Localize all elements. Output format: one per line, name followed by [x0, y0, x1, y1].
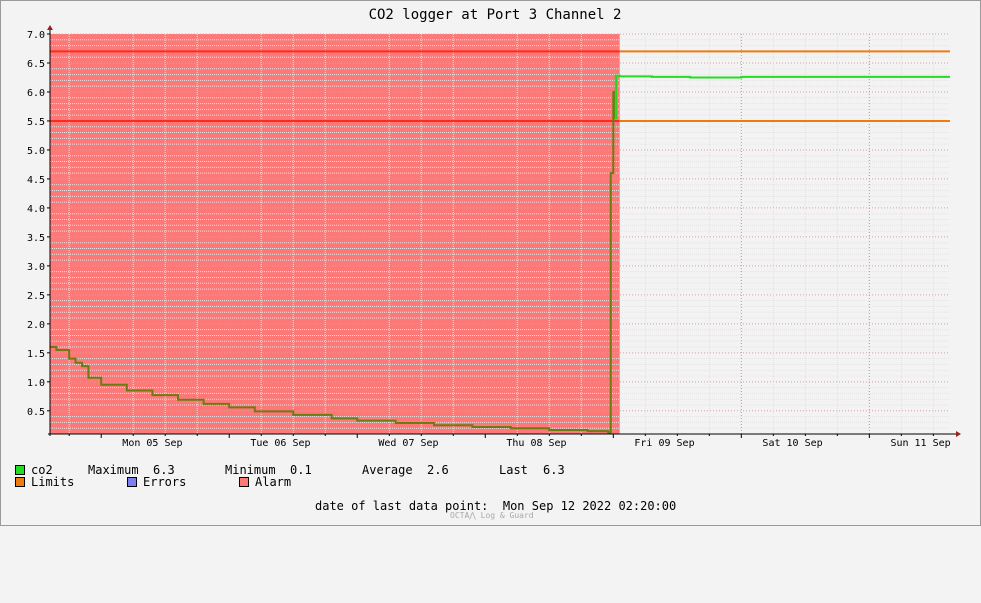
- y-tick-label: 5.0: [27, 146, 45, 157]
- legend-max-value: 6.3: [153, 463, 175, 477]
- last-point-value: Mon Sep 12 2022 02:20:00: [502, 499, 677, 513]
- last-point-label: date of last data point:: [315, 499, 489, 513]
- last-data-point: date of last data point: Mon Sep 12 2022…: [315, 499, 676, 513]
- y-tick-label: 6.0: [27, 88, 45, 99]
- chart-title: CO2 logger at Port 3 Channel 2: [369, 7, 622, 23]
- legend-min-label: Minimum: [225, 463, 276, 477]
- y-tick-label: 2.5: [27, 291, 45, 302]
- co2-chart: CO2 logger at Port 3 Channel 2 7.0 6.5 6.0…: [27, 7, 961, 449]
- legend-limits-label: Limits: [31, 475, 75, 489]
- x-tick-label: Fri 09 Sep: [634, 438, 694, 449]
- legend-last-value: 6.3: [543, 463, 565, 477]
- limits-swatch: [15, 476, 25, 487]
- co2-swatch: [15, 464, 25, 475]
- y-tick-label: 6.5: [27, 59, 45, 70]
- y-tick-label: 2.0: [27, 320, 45, 331]
- legend-last-label: Last: [499, 463, 528, 477]
- legend-co2-label: co2: [31, 463, 53, 477]
- y-tick-label: 4.0: [27, 204, 45, 215]
- brand-watermark: OCTA⋀ Log & Guard: [450, 511, 534, 520]
- y-tick-label: 0.5: [27, 407, 45, 418]
- y-tick-label: 3.0: [27, 262, 45, 273]
- x-tick-label: Wed 07 Sep: [378, 438, 438, 449]
- legend-row-flags: Limits Errors Alarm: [15, 475, 291, 489]
- legend-alarm-label: Alarm: [255, 475, 292, 489]
- alarm-swatch: [239, 476, 249, 487]
- x-axis-arrow: [956, 431, 961, 437]
- y-tick-label: 3.5: [27, 233, 45, 244]
- legend-avg-label: Average: [362, 463, 413, 477]
- legend-min-value: 0.1: [290, 463, 312, 477]
- legend-max-label: Maximum: [88, 463, 139, 477]
- errors-swatch: [127, 476, 137, 487]
- x-tick-label: Sat 10 Sep: [762, 438, 822, 449]
- y-tick-label: 4.5: [27, 175, 45, 186]
- x-tick-label: Tue 06 Sep: [250, 438, 310, 449]
- legend-row-co2: co2 Maximum 6.3 Minimum 0.1 Average 2.6 …: [15, 463, 565, 477]
- y-tick-label: 1.0: [27, 378, 45, 389]
- legend-avg-value: 2.6: [427, 463, 449, 477]
- y-tick-label: 1.5: [27, 349, 45, 360]
- y-axis-arrow: [47, 25, 53, 30]
- y-tick-label: 5.5: [27, 117, 45, 128]
- co2-series-line-alarm: [50, 75, 617, 434]
- y-tick-label: 7.0: [27, 30, 45, 41]
- legend-errors-label: Errors: [143, 475, 187, 489]
- x-tick-label: Mon 05 Sep: [122, 438, 182, 449]
- x-tick-label: Sun 11 Sep: [890, 438, 950, 449]
- x-tick-label: Thu 08 Sep: [506, 438, 566, 449]
- co2-series-line: [614, 74, 950, 120]
- alarm-region: [50, 34, 620, 434]
